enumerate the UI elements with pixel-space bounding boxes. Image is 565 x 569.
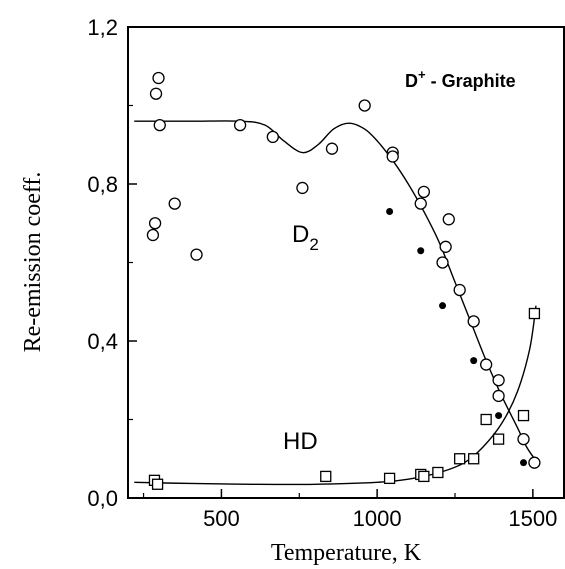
data-point-filled-circle [417,247,425,255]
data-point-open-circle [528,456,541,469]
data-point-filled-circle [495,412,503,420]
data-point-open-circle [296,181,309,195]
data-point-open-circle [149,87,163,100]
data-points [146,71,541,490]
data-point-open-circle [168,197,181,210]
data-point-open-circle [453,283,466,297]
data-point-open-square [383,472,396,485]
chart-title-main: D [405,71,418,91]
axis-ticks: 500 1000 1500 0,0 0,4 0,8 1,2 [87,15,557,531]
data-point-open-square [517,409,530,422]
y-tick-label: 1,2 [87,15,118,40]
series-label-d2-subscript: 2 [309,235,318,254]
x-axis-title: Temperature, K [271,540,422,566]
y-tick-label: 0,4 [87,329,118,354]
x-tick-label: 500 [203,506,240,531]
data-point-open-circle [417,185,431,199]
x-tick-label: 1500 [508,506,557,531]
x-tick-label: 1000 [353,506,402,531]
data-point-open-circle [386,150,399,163]
data-point-open-circle [233,118,247,132]
data-point-filled-circle [386,207,394,215]
data-point-open-circle [479,358,493,371]
data-point-open-circle [146,228,160,242]
data-point-open-circle [190,248,203,261]
data-point-filled-circle [439,302,447,310]
data-point-open-square [480,413,492,426]
data-point-open-circle [148,217,162,230]
fit-curve-d2 [134,120,537,462]
data-point-open-circle [492,374,505,387]
data-point-open-square [468,453,480,465]
fit-curves [134,120,537,486]
data-point-filled-circle [520,459,528,467]
data-point-open-circle [266,130,279,144]
series-label-d2: D2 [292,221,319,254]
data-point-open-square [454,453,466,465]
data-point-open-circle [325,142,339,155]
data-point-open-circle [436,256,449,269]
data-point-open-circle [439,240,452,253]
data-point-open-circle [152,71,165,85]
chart-title-superscript: + [418,67,426,82]
y-tick-label: 0,0 [87,486,118,511]
data-point-open-square [432,466,444,479]
series-label-hd: HD [283,428,318,455]
data-point-open-circle [442,213,455,226]
data-point-open-circle [467,315,480,328]
data-point-open-square [151,478,164,490]
data-point-open-circle [153,118,166,132]
data-point-open-circle [358,99,371,112]
chart-title-rest: - Graphite [426,71,516,91]
data-point-filled-circle [470,357,478,365]
series-label-d2-main: D [292,221,309,248]
data-point-open-square [492,433,505,445]
data-point-open-circle [492,389,505,403]
data-point-open-circle [517,432,530,446]
data-point-open-square [528,307,541,320]
data-point-open-square [418,470,430,483]
data-point-open-square [320,470,332,483]
y-axis-title: Re-emission coeff. [20,172,46,353]
y-tick-label: 0,8 [87,172,118,197]
data-point-open-circle [414,197,427,210]
chart-title: D+ - Graphite [405,67,516,91]
